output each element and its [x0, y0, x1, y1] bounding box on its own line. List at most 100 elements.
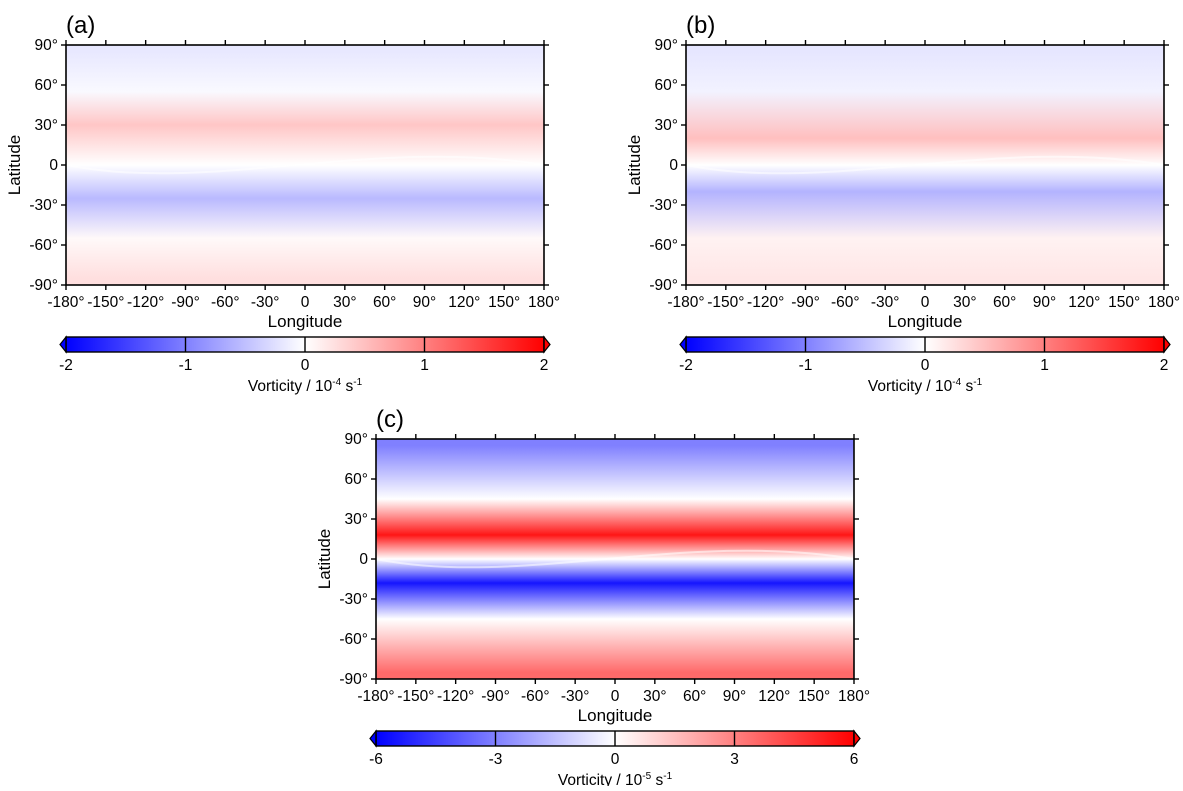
x-tick-label: 0	[611, 688, 620, 705]
colorbar-over-triangle	[1163, 335, 1171, 354]
colorbar-over-triangle	[543, 335, 551, 354]
colorbar-tick-label: 0	[611, 751, 620, 768]
colorbar: -2 -1 0 1 2 Vorticity / 10-4 s-1	[59, 335, 551, 395]
x-axis-label: Longitude	[888, 312, 963, 331]
colorbar-tick-label: 0	[301, 357, 310, 374]
x-tick-label: -150°	[87, 294, 124, 311]
x-tick-label: 90°	[413, 294, 436, 311]
y-axis-label: Latitude	[625, 135, 644, 196]
colorbar-over-triangle	[853, 729, 861, 748]
x-tick-label: -120°	[127, 294, 164, 311]
x-tick-label: -180°	[667, 294, 704, 311]
y-tick-label: -30°	[649, 197, 678, 214]
x-tick-label: -30°	[561, 688, 590, 705]
equatorial-contour	[65, 155, 545, 175]
colorbar-label: Vorticity / 10-4 s-1	[248, 377, 363, 395]
colorbar-tick-label: -3	[489, 751, 503, 768]
colorbar-tick-label: 0	[921, 357, 930, 374]
y-tick-label: -30°	[339, 591, 368, 608]
x-tick-label: 120°	[1068, 294, 1100, 311]
y-tick-label: 90°	[35, 37, 58, 54]
colorbar-under-triangle	[679, 335, 687, 354]
x-tick-label: -90°	[171, 294, 200, 311]
y-tick-label: -60°	[29, 237, 58, 254]
colorbar-tick-label: -1	[799, 357, 813, 374]
x-tick-label: 180°	[838, 688, 870, 705]
x-tick-label: -120°	[437, 688, 474, 705]
panel-label: (b)	[686, 12, 715, 39]
x-tick-label: 120°	[758, 688, 790, 705]
x-tick-label: 150°	[1108, 294, 1140, 311]
y-tick-label: 0	[669, 157, 678, 174]
x-tick-label: -60°	[521, 688, 550, 705]
y-tick-label: 0	[49, 157, 58, 174]
x-tick-label: -180°	[357, 688, 394, 705]
panel-label: (a)	[66, 12, 95, 39]
panel-1: (a) -180° -150° -120° -90° -60° -30° 0 30° 60° 90°…	[5, 12, 560, 395]
panel-3: (c) -180° -150° -120° -90° -60° -30° 0 30° 60° 90°…	[315, 406, 870, 789]
x-axis-label: Longitude	[578, 706, 653, 725]
y-tick-label: 60°	[655, 77, 678, 94]
colorbar-under-triangle	[59, 335, 67, 354]
y-tick-label: 90°	[655, 37, 678, 54]
y-tick-label: -90°	[649, 277, 678, 294]
x-tick-label: 0	[301, 294, 310, 311]
x-tick-label: 180°	[1148, 294, 1180, 311]
x-tick-label: -180°	[47, 294, 84, 311]
y-tick-label: -90°	[339, 671, 368, 688]
x-tick-label: 60°	[683, 688, 706, 705]
colorbar-tick-label: -1	[179, 357, 193, 374]
x-tick-label: 150°	[798, 688, 830, 705]
y-tick-label: -60°	[649, 237, 678, 254]
x-tick-label: -90°	[791, 294, 820, 311]
y-tick-label: 30°	[35, 117, 58, 134]
x-tick-label: -150°	[397, 688, 434, 705]
y-tick-label: 0	[359, 551, 368, 568]
y-axis-label: Latitude	[5, 135, 24, 196]
x-tick-label: -60°	[211, 294, 240, 311]
y-tick-label: 30°	[655, 117, 678, 134]
x-tick-label: 60°	[993, 294, 1016, 311]
colorbar-tick-label: 6	[850, 751, 859, 768]
x-tick-label: -30°	[251, 294, 280, 311]
colorbar-tick-label: -6	[369, 751, 383, 768]
colorbar-tick-label: 2	[1160, 357, 1169, 374]
colorbar-tick-label: 1	[420, 357, 429, 374]
x-tick-label: 90°	[723, 688, 746, 705]
x-tick-label: 180°	[528, 294, 560, 311]
panel-label: (c)	[376, 406, 404, 433]
colorbar-under-triangle	[369, 729, 377, 748]
x-axis-label: Longitude	[268, 312, 343, 331]
y-tick-label: 30°	[345, 511, 368, 528]
x-tick-label: -150°	[707, 294, 744, 311]
y-tick-label: -60°	[339, 631, 368, 648]
y-axis-label: Latitude	[315, 529, 334, 590]
colorbar-tick-label: 1	[1040, 357, 1049, 374]
x-tick-label: 0	[921, 294, 930, 311]
y-tick-label: -90°	[29, 277, 58, 294]
colorbar-tick-label: 3	[730, 751, 739, 768]
colorbar: -6 -3 0 3 6 Vorticity / 10-5 s-1	[369, 729, 861, 789]
y-tick-label: 90°	[345, 431, 368, 448]
x-tick-label: 60°	[373, 294, 396, 311]
colorbar-label: Vorticity / 10-5 s-1	[558, 771, 673, 786]
colorbar-label: Vorticity / 10-4 s-1	[868, 377, 983, 395]
equatorial-contour	[375, 549, 855, 569]
x-tick-label: -90°	[481, 688, 510, 705]
equatorial-contour	[685, 155, 1165, 175]
x-tick-label: -120°	[747, 294, 784, 311]
colorbar-tick-label: -2	[59, 357, 73, 374]
x-tick-label: 30°	[953, 294, 976, 311]
y-tick-label: -30°	[29, 197, 58, 214]
x-tick-label: 120°	[448, 294, 480, 311]
colorbar-tick-label: 2	[540, 357, 549, 374]
x-tick-label: -30°	[871, 294, 900, 311]
y-tick-label: 60°	[345, 471, 368, 488]
panel-2: (b) -180° -150° -120° -90° -60° -30° 0 30° 60° 90°…	[625, 12, 1180, 395]
x-tick-label: 30°	[643, 688, 666, 705]
x-tick-label: 30°	[333, 294, 356, 311]
colorbar: -2 -1 0 1 2 Vorticity / 10-4 s-1	[679, 335, 1171, 395]
x-tick-label: 90°	[1033, 294, 1056, 311]
